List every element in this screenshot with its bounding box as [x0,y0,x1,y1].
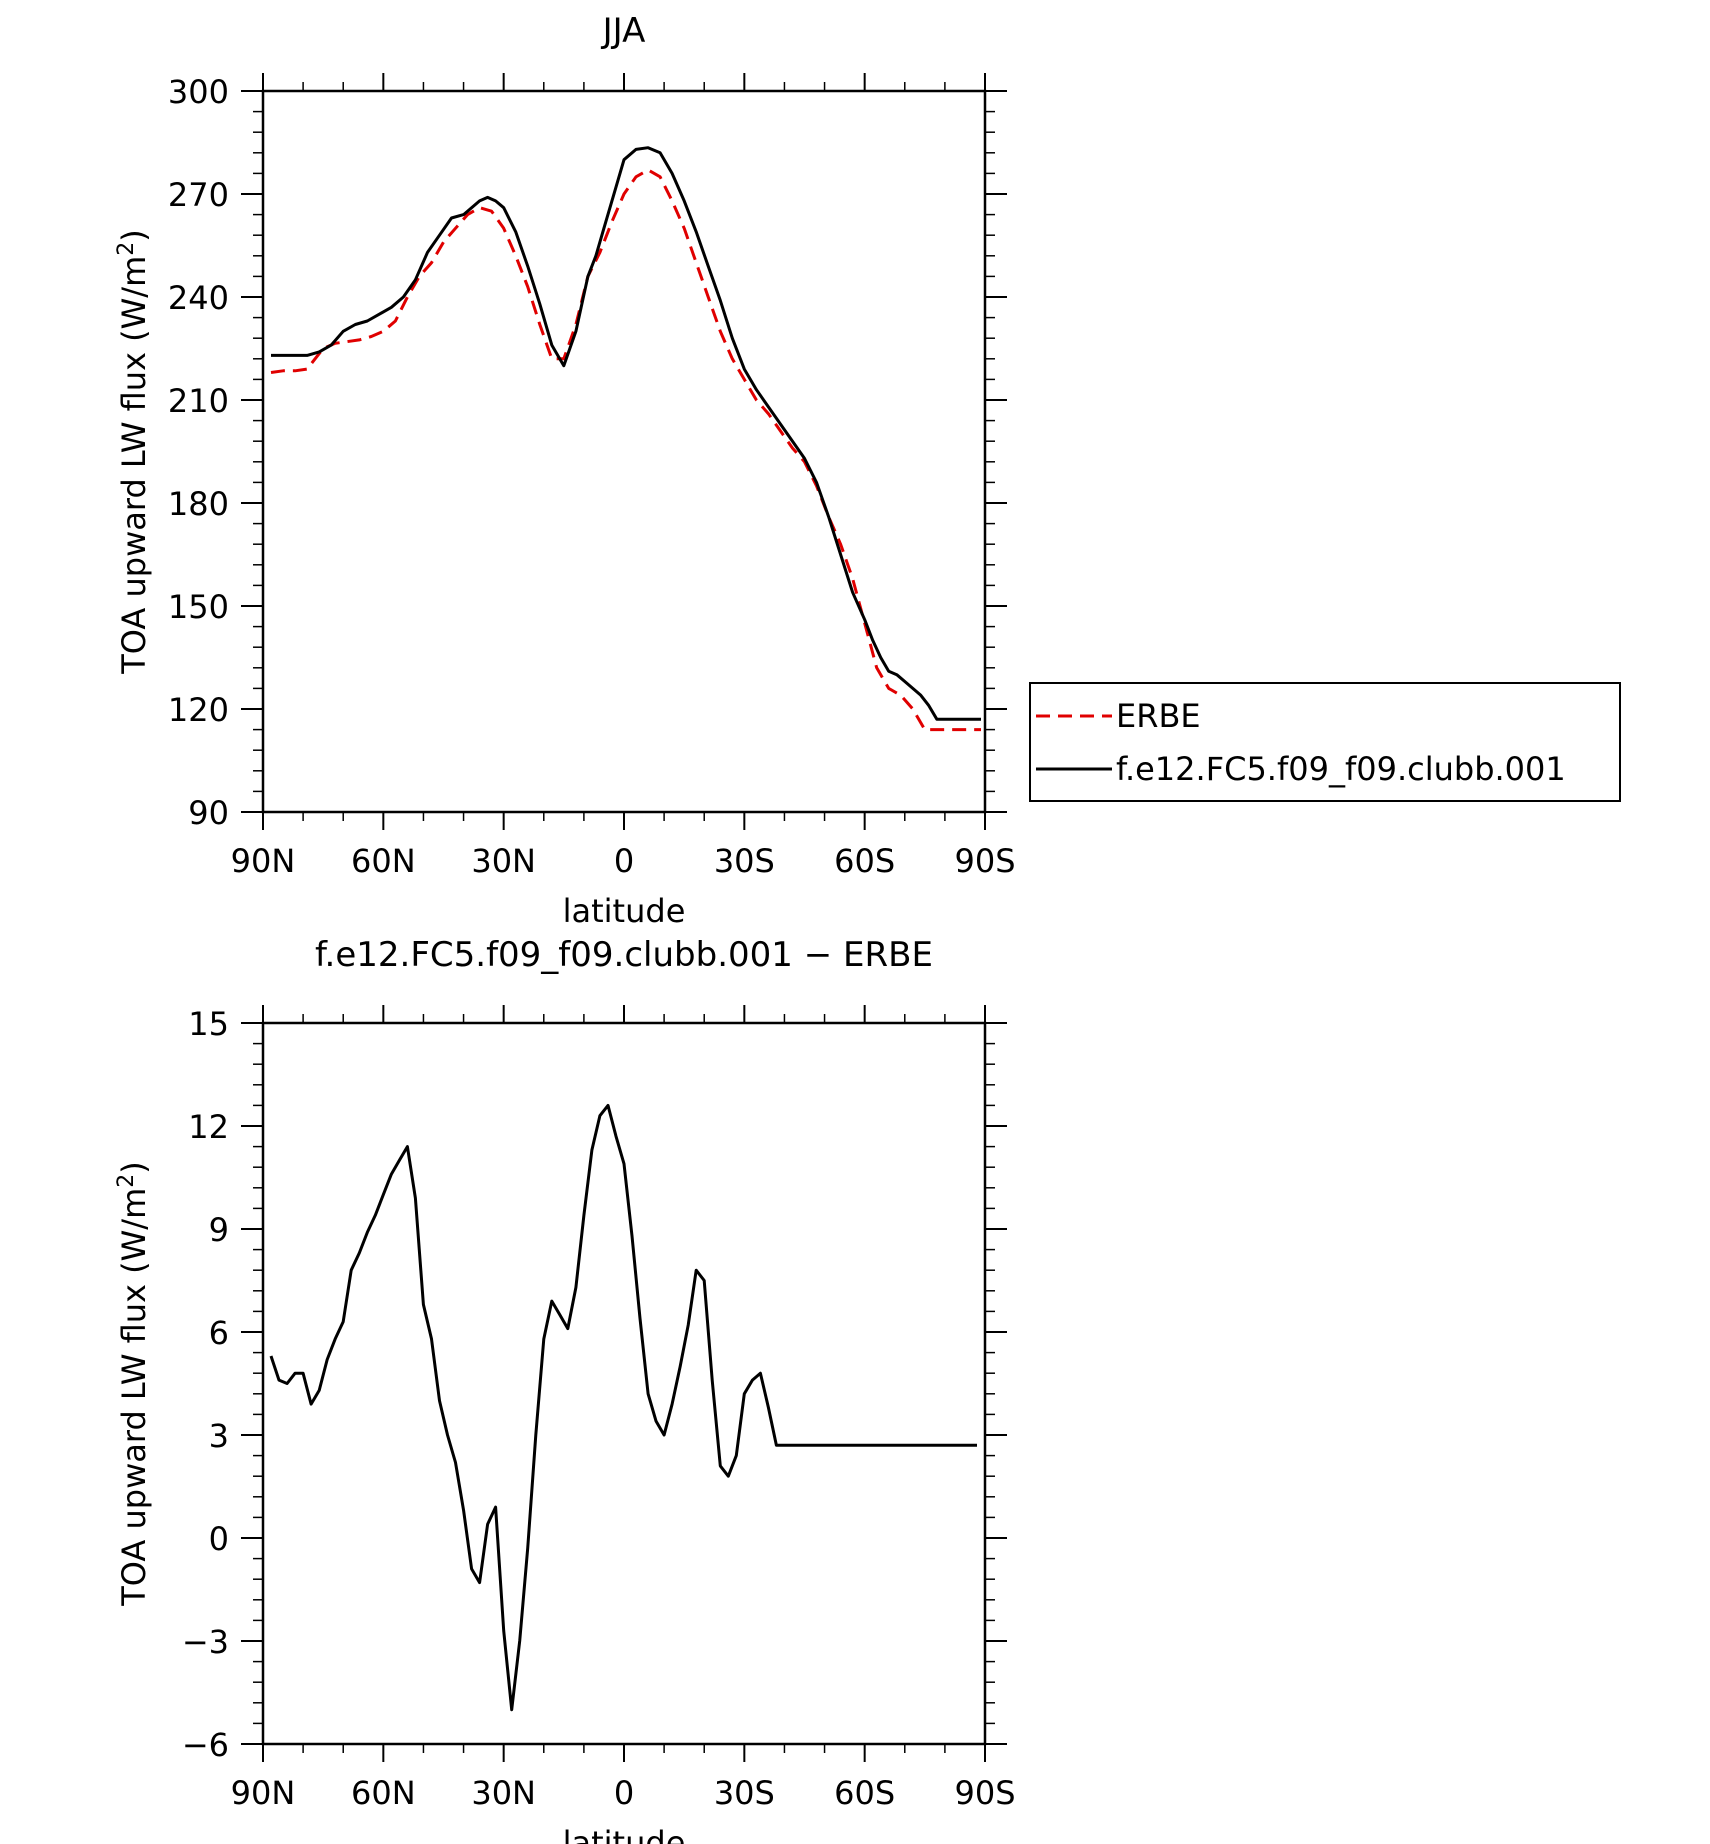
y-tick-label: 300 [168,73,229,111]
x-tick-label: 30N [471,842,536,880]
y-tick-label: 12 [188,1108,229,1146]
series-line-2 [271,146,981,721]
y-tick-label: 6 [209,1314,229,1352]
y-axis-label-superscript: 2 [114,1174,139,1188]
y-tick-label: 3 [209,1417,229,1455]
plot-frame [261,89,987,814]
chart-panel-1: JJA 90 120 150 180 210 240 270 300 90N 60N 30N 0 30S 6… [114,11,1621,930]
y-axis-label: TOA upward LW flux (W/m2) [114,229,153,675]
x-tick-label: 60S [834,1774,895,1812]
y-tick-label: 15 [188,1005,229,1043]
x-tick-label: 90S [954,1774,1015,1812]
y-tick-label: 270 [168,176,229,214]
x-tick-label: 90N [231,1774,296,1812]
legend-label-1: ERBE [1116,697,1201,735]
y-tick-label: −6 [182,1726,229,1764]
legend: ERBE f.e12.FC5.f09_f09.clubb.001 [1029,682,1621,802]
plot-frame [261,1021,987,1746]
y-tick-label: 180 [168,485,229,523]
x-tick-label: 0 [614,842,634,880]
chart-panel-2: f.e12.FC5.f09_f09.clubb.001 − ERBE −6 −3 0 3… [114,935,1016,1844]
x-axis-label: latitude [563,892,686,930]
x-tick-label: 60N [351,1774,416,1812]
y-tick-label: 150 [168,588,229,626]
x-tick-label: 90N [231,842,296,880]
series-line-1 [269,1103,977,1712]
y-tick-label: −3 [182,1623,229,1661]
y-tick-label: 120 [168,691,229,729]
y-axis-label: TOA upward LW flux (W/m2) [114,1161,153,1607]
x-tick-label: 90S [954,842,1015,880]
y-axis-label-text: TOA upward LW flux (W/m [115,1188,153,1607]
x-tick-label: 0 [614,1774,634,1812]
chart-title: JJA [601,11,646,51]
x-axis-label: latitude [563,1824,686,1844]
x-tick-label: 60N [351,842,416,880]
y-tick-label: 0 [209,1520,229,1558]
y-axis-label-text: TOA upward LW flux (W/m [115,256,153,675]
y-tick-label: 9 [209,1211,229,1249]
x-tick-label: 30N [471,1774,536,1812]
y-axis-label-close: ) [115,229,153,241]
y-axis-label-superscript: 2 [114,242,139,256]
y-tick-label: 210 [168,382,229,420]
chart-title: f.e12.FC5.f09_f09.clubb.001 − ERBE [315,935,933,975]
legend-label-2: f.e12.FC5.f09_f09.clubb.001 [1116,750,1566,788]
y-axis-label-close: ) [115,1161,153,1173]
legend-box [1029,682,1621,802]
x-tick-label: 30S [714,1774,775,1812]
x-tick-label: 60S [834,842,895,880]
x-tick-label: 30S [714,842,775,880]
y-tick-label: 90 [188,794,229,832]
y-tick-label: 240 [168,279,229,317]
